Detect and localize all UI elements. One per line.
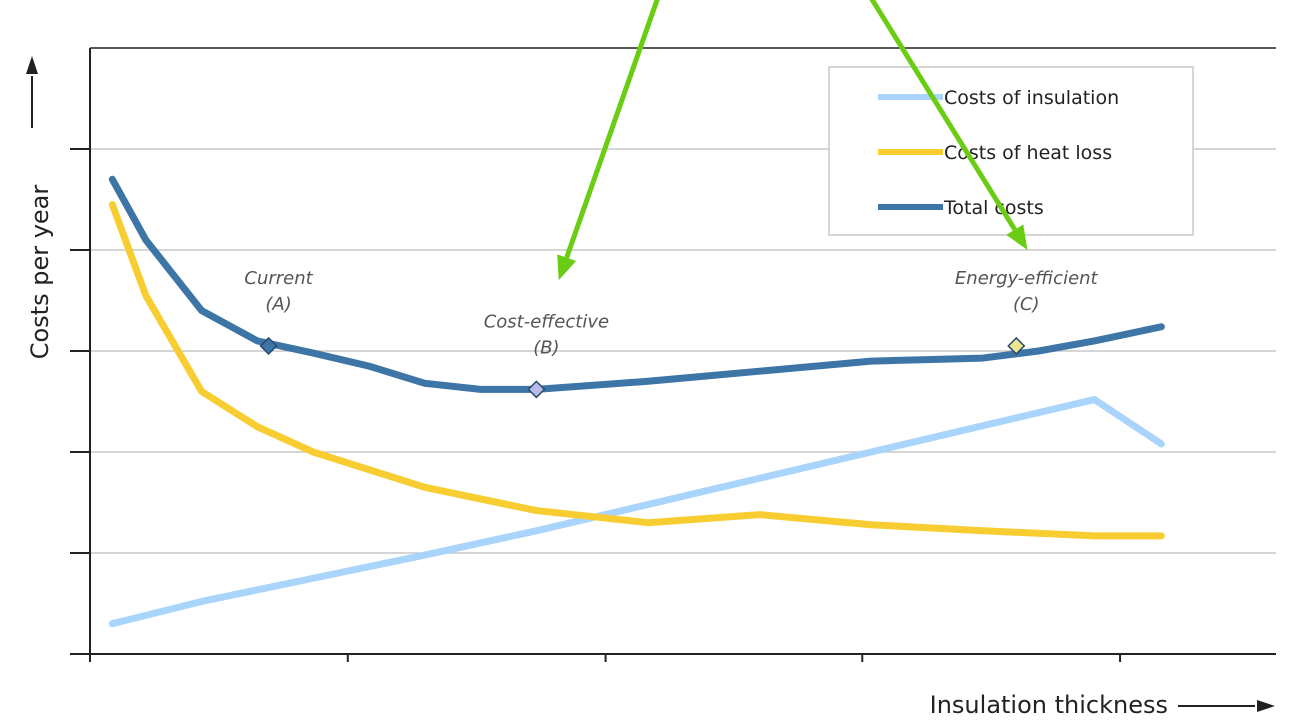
pointer-arrows — [557, 0, 1028, 281]
axes — [70, 47, 1276, 662]
annotation-title: Energy-efficient — [955, 268, 1099, 289]
arrow-head — [557, 254, 577, 281]
legend-label: Total costs — [943, 197, 1044, 219]
series-line-0 — [108, 395, 1165, 628]
annotation-letter: (B) — [533, 337, 559, 358]
x-axis-arrow-head — [1257, 700, 1275, 712]
legend-label: Costs of heat loss — [944, 142, 1112, 164]
x-axis-title: Insulation thickness — [930, 691, 1168, 719]
annotation-letter: (C) — [1013, 294, 1040, 315]
annotation-title: Current — [244, 268, 313, 289]
annotation-title: Cost-effective — [484, 311, 609, 332]
legend: Costs of insulation Costs of heat loss Tot… — [828, 66, 1194, 236]
arrow-head — [1006, 224, 1028, 250]
arrow-shaft — [869, 0, 1017, 231]
marker-diamond — [527, 380, 546, 399]
annotation-labels: Current (A) Cost-effective (B) Energy-effici… — [244, 268, 1098, 358]
arrow-shaft — [564, 0, 660, 259]
y-axis-arrow-head — [26, 56, 38, 74]
annotation-markers — [259, 336, 1026, 399]
annotation-letter: (A) — [265, 294, 291, 315]
marker-diamond — [259, 336, 278, 356]
marker-diamond — [1007, 336, 1026, 356]
y-axis-title: Costs per year — [26, 185, 54, 360]
series-lines — [108, 175, 1165, 628]
series-line-1 — [108, 201, 1165, 540]
series-line-2 — [108, 175, 1165, 393]
legend-label: Costs of insulation — [944, 87, 1119, 109]
